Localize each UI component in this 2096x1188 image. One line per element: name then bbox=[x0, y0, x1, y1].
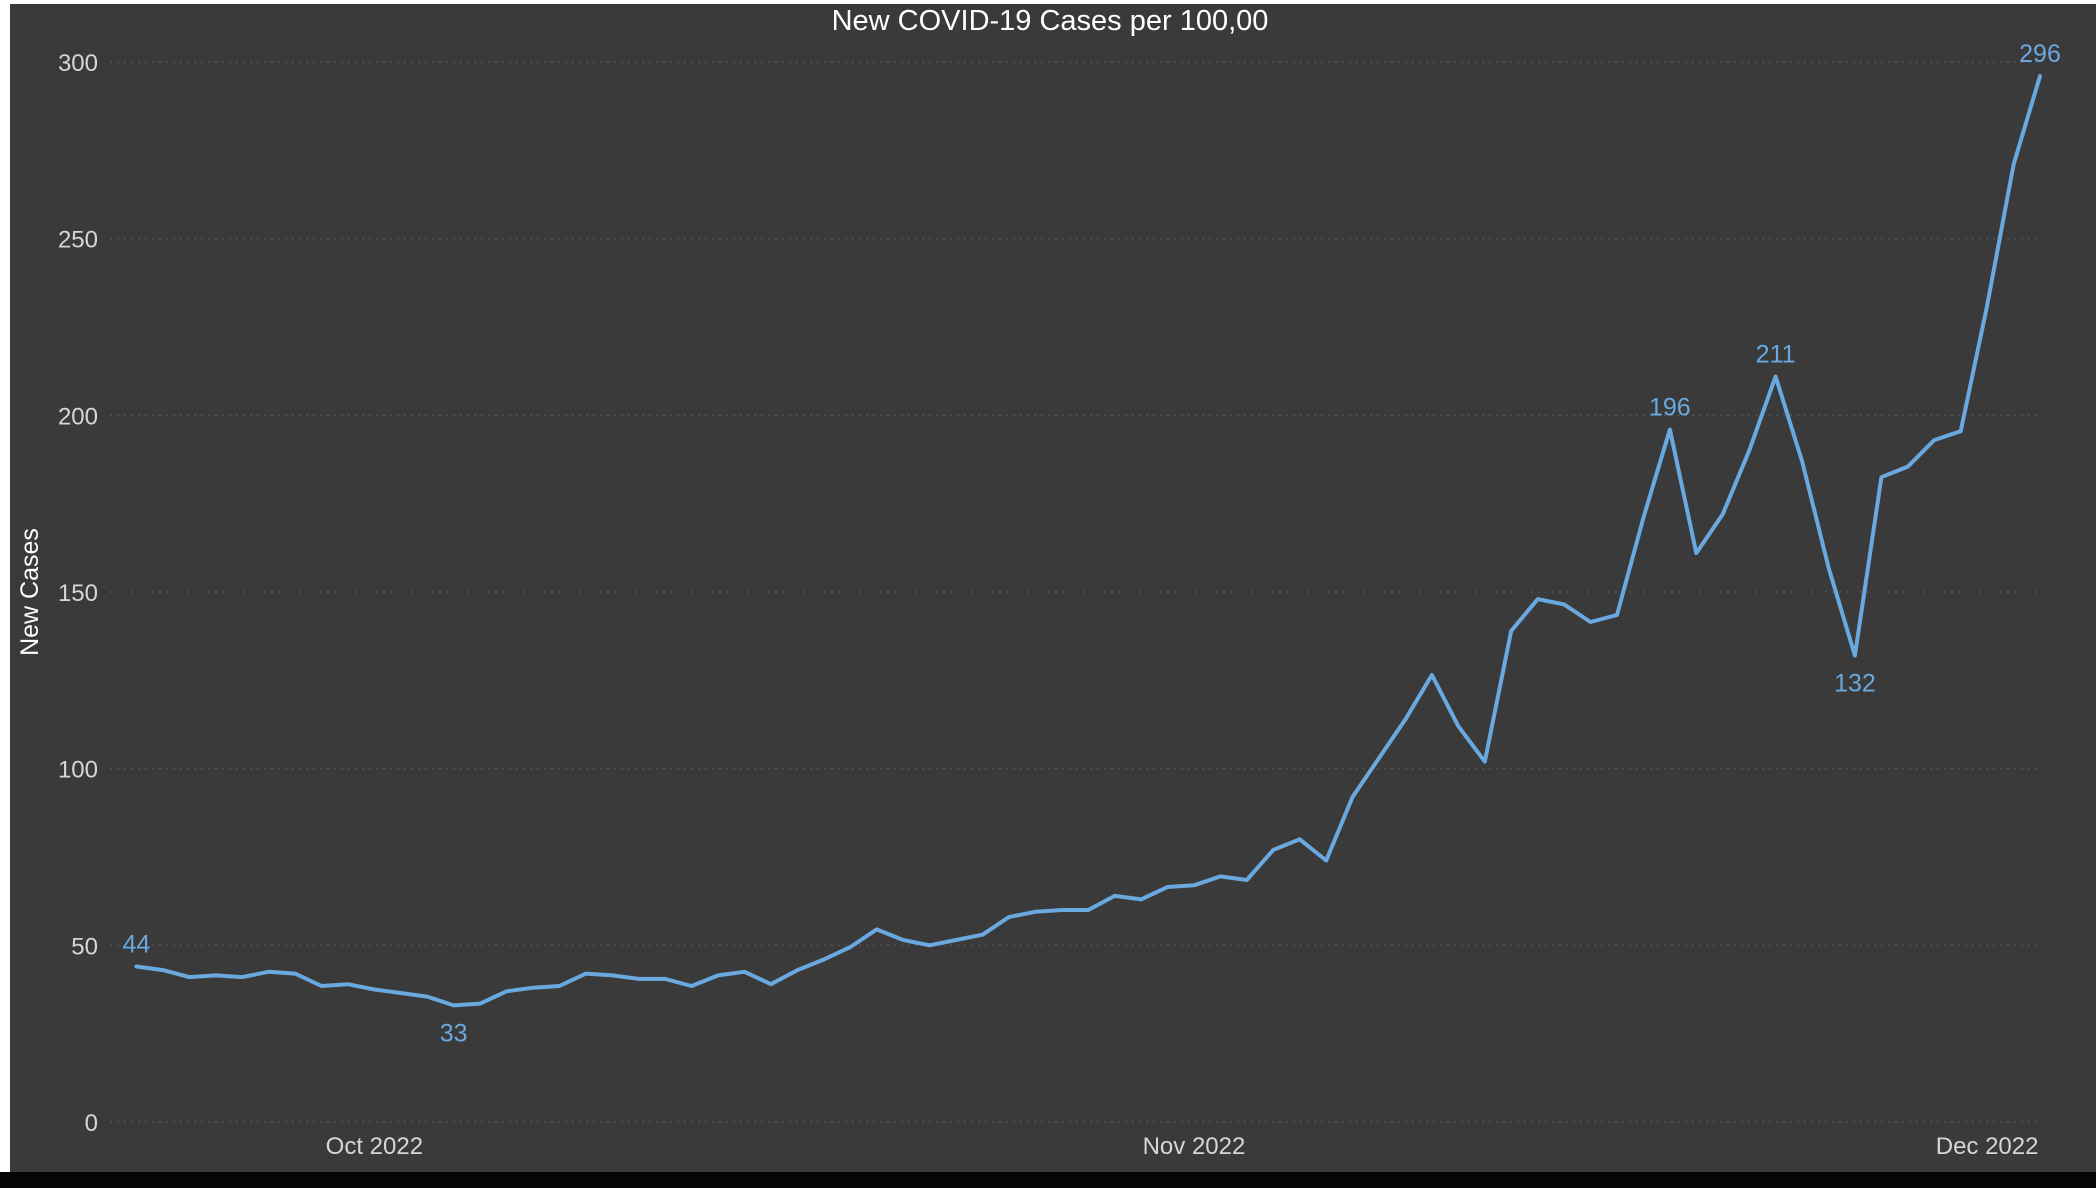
x-tick-label-dec-2022: Dec 2022 bbox=[1936, 1133, 2039, 1160]
y-tick-label-0: 0 bbox=[85, 1110, 98, 1137]
grid-lines bbox=[110, 61, 2040, 1123]
x-tick-label-oct-2022: Oct 2022 bbox=[326, 1133, 423, 1160]
bottom-bar bbox=[0, 1172, 2096, 1188]
y-axis-ticks: 0 50 100 150 200 250 300 bbox=[58, 50, 98, 1137]
y-tick-label-50: 50 bbox=[71, 933, 98, 960]
data-label-33: 33 bbox=[440, 1019, 468, 1047]
series-group bbox=[134, 74, 2042, 1008]
x-axis-ticks: Oct 2022 Nov 2022 Dec 2022 bbox=[326, 1133, 2039, 1160]
data-label-196: 196 bbox=[1649, 393, 1691, 421]
data-label-296: 296 bbox=[2019, 40, 2061, 68]
x-tick-label-nov-2022: Nov 2022 bbox=[1143, 1133, 1246, 1160]
y-tick-label-300: 300 bbox=[58, 50, 98, 77]
chart-title: New COVID-19 Cases per 100,00 bbox=[832, 5, 1269, 37]
series-line-0 bbox=[134, 74, 2042, 1008]
data-label-132: 132 bbox=[1834, 670, 1876, 698]
y-tick-label-150: 150 bbox=[58, 580, 98, 607]
data-labels: 44 33 196 211 132 296 bbox=[123, 40, 2061, 1047]
data-label-211: 211 bbox=[1756, 340, 1796, 368]
y-axis-title: New Cases bbox=[16, 528, 44, 656]
data-label-44: 44 bbox=[123, 931, 151, 959]
y-tick-label-250: 250 bbox=[58, 227, 98, 254]
y-tick-label-200: 200 bbox=[58, 403, 98, 430]
chart-panel bbox=[10, 4, 2096, 1172]
y-tick-label-100: 100 bbox=[58, 757, 98, 784]
